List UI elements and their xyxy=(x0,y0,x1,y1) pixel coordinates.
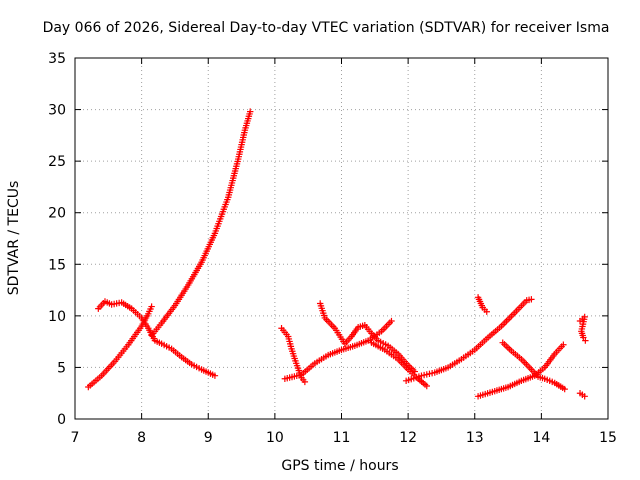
series-track-g xyxy=(368,339,430,390)
data-point-marker xyxy=(483,308,490,315)
x-tick-label: 15 xyxy=(599,430,617,446)
x-tick-label: 7 xyxy=(71,430,80,446)
y-tick-label: 30 xyxy=(48,103,66,119)
data-series xyxy=(85,108,589,400)
y-tick-labels: 0 5 10 15 20 25 30 35 xyxy=(48,51,66,428)
x-tick-label: 10 xyxy=(266,430,284,446)
series-track-l xyxy=(576,313,589,344)
x-tick-label: 9 xyxy=(204,430,213,446)
y-tick-label: 15 xyxy=(48,257,66,273)
data-point-marker xyxy=(148,303,155,310)
x-axis-title: GPS time / hours xyxy=(281,458,398,474)
y-tick-label: 25 xyxy=(48,154,66,170)
y-tick-label: 5 xyxy=(57,360,66,376)
series-track-i xyxy=(474,294,490,315)
data-point-marker xyxy=(247,108,254,115)
x-tick-labels: 7 8 9 10 11 12 13 14 15 xyxy=(71,430,617,446)
data-point-marker xyxy=(423,382,430,390)
data-point-marker xyxy=(211,372,219,379)
x-tick-label: 12 xyxy=(399,430,417,446)
y-tick-label: 20 xyxy=(48,206,66,222)
x-tick-label: 8 xyxy=(137,430,146,446)
series-track-k xyxy=(474,341,567,400)
y-tick-label: 35 xyxy=(48,51,66,67)
x-tick-label: 13 xyxy=(466,430,484,446)
y-tick-label: 0 xyxy=(57,412,66,428)
data-point-marker xyxy=(301,378,309,386)
series-track-h xyxy=(402,296,535,385)
y-axis-title: SDTVAR / TECUs xyxy=(6,181,22,296)
series-track-e xyxy=(281,317,395,382)
plot-area-border xyxy=(74,57,609,420)
data-point-marker xyxy=(528,296,535,303)
data-point-marker xyxy=(388,317,395,325)
series-track-c xyxy=(148,108,254,339)
data-point-marker xyxy=(561,385,568,393)
series-track-b xyxy=(95,298,219,379)
y-tick-label: 10 xyxy=(48,309,66,325)
data-point-marker xyxy=(581,393,588,400)
grid-lines xyxy=(75,58,608,419)
data-point-marker xyxy=(560,341,567,348)
series-track-m xyxy=(576,390,588,400)
chart-title: Day 066 of 2026, Sidereal Day-to-day VTE… xyxy=(43,20,610,36)
x-tick-label: 11 xyxy=(333,430,351,446)
series-track-a xyxy=(85,303,155,391)
data-point-marker xyxy=(582,337,589,344)
x-tick-label: 14 xyxy=(532,430,550,446)
